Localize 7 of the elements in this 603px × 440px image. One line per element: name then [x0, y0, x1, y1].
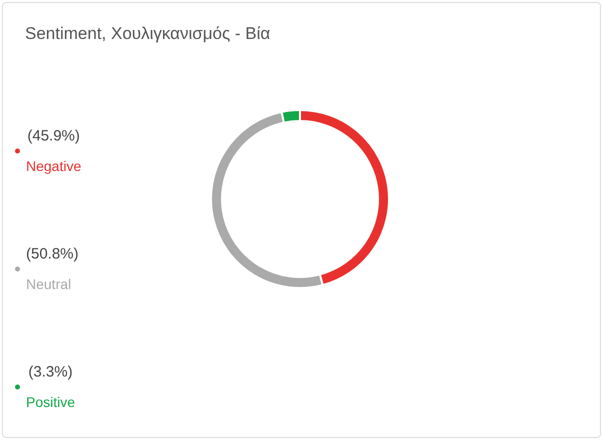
data-label: (50.8%): [26, 246, 79, 262]
legend-label: Negative: [26, 158, 82, 174]
data-label: (3.3%): [28, 364, 73, 380]
data-label: (45.9%): [27, 128, 80, 144]
legend-label: Positive: [26, 394, 76, 410]
chart-title: Sentiment, Χουλιγκανισμός - Βία: [25, 24, 270, 43]
legend-label: Neutral: [26, 276, 72, 292]
